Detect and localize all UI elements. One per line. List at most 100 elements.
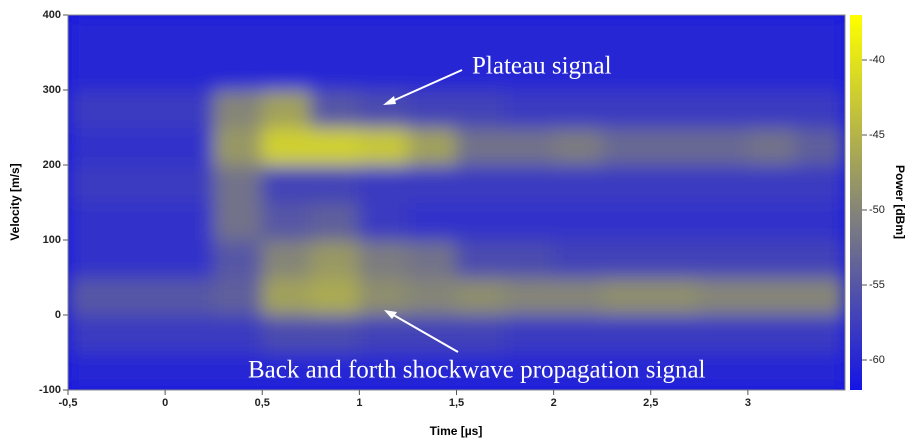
heat-cell — [747, 277, 797, 316]
heat-cell — [407, 352, 457, 390]
heat-cell — [553, 164, 603, 203]
heat-cell — [650, 15, 700, 53]
heat-cell — [164, 52, 215, 91]
heat-cell — [116, 127, 166, 166]
heat-cell — [310, 314, 360, 353]
heat-cell — [164, 89, 215, 128]
heat-cell — [310, 352, 360, 390]
x-axis-label: Time [µs] — [430, 424, 483, 438]
heat-cell — [358, 239, 409, 278]
heat-cell — [358, 277, 409, 316]
heat-cell — [407, 239, 457, 278]
y-tick-label: -100 — [39, 384, 61, 396]
arrowhead — [384, 310, 397, 319]
x-tick-label: 1 — [356, 397, 362, 409]
heat-cell — [601, 314, 652, 353]
heat-cell — [310, 89, 360, 128]
heat-cell — [504, 239, 555, 278]
y-tick-label: 300 — [43, 84, 61, 96]
heat-cell — [795, 52, 845, 91]
y-axis-label: Velocity [m/s] — [8, 163, 22, 240]
annotation-arrow — [389, 312, 459, 353]
heat-cell — [213, 15, 263, 53]
heat-cell — [747, 15, 797, 53]
colorbar-tick-label: -45 — [869, 129, 885, 141]
heat-cell — [504, 15, 555, 53]
heat-cell — [747, 164, 797, 203]
heat-cell — [650, 239, 700, 278]
heat-cell — [164, 352, 215, 390]
heat-cell — [601, 164, 652, 203]
heat-cell — [68, 15, 118, 53]
heat-cell — [650, 202, 700, 241]
heat-cell — [310, 52, 360, 91]
x-tick-label: 3 — [745, 397, 751, 409]
colorbar-tick-label: -50 — [869, 204, 885, 216]
heat-cell — [601, 239, 652, 278]
heat-cell — [504, 164, 555, 203]
heat-cell — [116, 164, 166, 203]
heat-cell — [795, 277, 845, 316]
heat-cell — [650, 127, 700, 166]
heat-cell — [68, 52, 118, 91]
heat-cell — [795, 314, 845, 353]
heat-cell — [553, 202, 603, 241]
heat-cell — [795, 352, 845, 390]
heat-cell — [68, 352, 118, 390]
heat-cell — [164, 164, 215, 203]
heat-cell — [747, 239, 797, 278]
heat-cell — [213, 164, 263, 203]
heat-cell — [795, 239, 845, 278]
heat-cell — [698, 15, 749, 53]
heat-cell — [213, 89, 263, 128]
heat-cell — [601, 127, 652, 166]
annotation: Plateau signal — [472, 53, 612, 80]
heat-cell — [116, 89, 166, 128]
colorbar-label: Power [dBm] — [893, 165, 906, 239]
heat-cell — [456, 314, 506, 353]
heat-cell — [68, 239, 118, 278]
heat-cell — [456, 89, 506, 128]
heat-cell — [650, 52, 700, 91]
heat-cell — [650, 164, 700, 203]
heat-cell — [358, 164, 409, 203]
heat-cell — [601, 352, 652, 390]
heat-cell — [261, 202, 312, 241]
heat-cell — [553, 52, 603, 91]
y-tick-label: 400 — [43, 9, 61, 21]
heat-cell — [213, 277, 263, 316]
colorbar — [850, 15, 862, 390]
heat-cell — [747, 352, 797, 390]
heat-cell — [68, 314, 118, 353]
heat-cell — [456, 239, 506, 278]
y-tick-label: 100 — [43, 234, 61, 246]
heat-cell — [747, 89, 797, 128]
x-tick-label: 2,5 — [643, 397, 658, 409]
heat-cell — [68, 164, 118, 203]
heat-cell — [407, 127, 457, 166]
heat-cell — [698, 127, 749, 166]
heat-cell — [358, 52, 409, 91]
heat-cell — [164, 15, 215, 53]
heat-cell — [601, 202, 652, 241]
heat-cell — [116, 352, 166, 390]
heat-cell — [358, 352, 409, 390]
heat-cell — [164, 277, 215, 316]
heat-cell — [650, 314, 700, 353]
heat-cell — [261, 352, 312, 390]
heat-cell — [601, 89, 652, 128]
heat-cell — [116, 314, 166, 353]
heat-cell — [504, 277, 555, 316]
heat-cell — [698, 277, 749, 316]
colorbar-tick-label: -55 — [869, 279, 885, 291]
heat-cell — [310, 127, 360, 166]
heat-cell — [698, 89, 749, 128]
heat-cell — [553, 314, 603, 353]
heat-cell — [698, 202, 749, 241]
heat-cell — [456, 15, 506, 53]
heat-cell — [407, 15, 457, 53]
heat-cell — [310, 239, 360, 278]
heat-cell — [504, 314, 555, 353]
heat-cell — [407, 202, 457, 241]
